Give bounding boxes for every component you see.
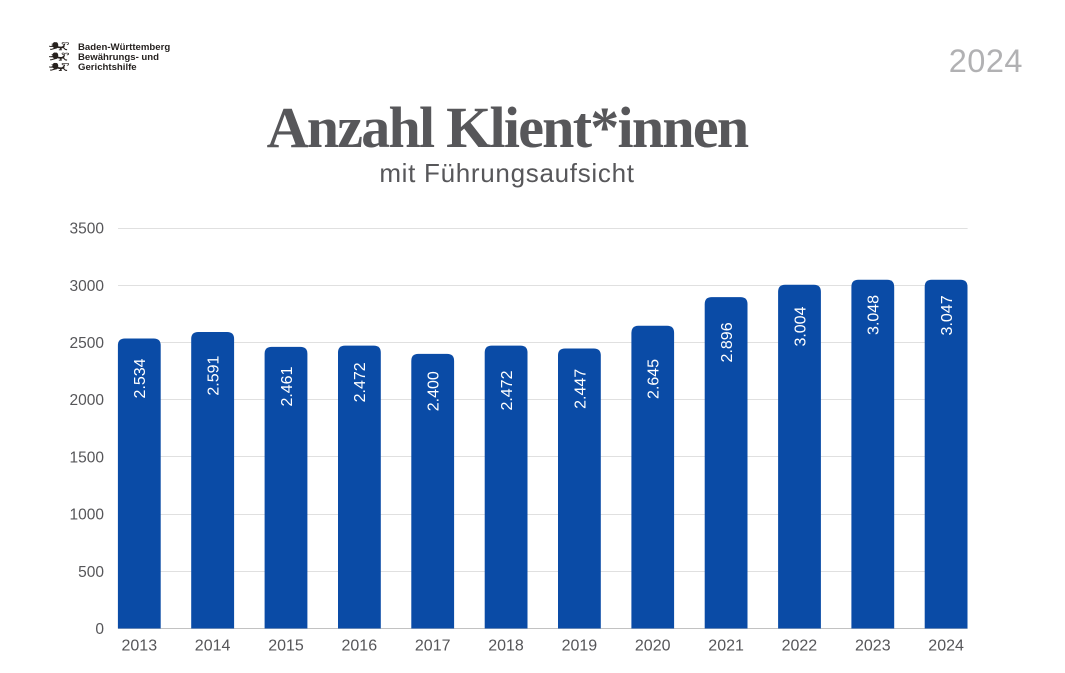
svg-text:3.004: 3.004 [792,306,809,346]
svg-text:3500: 3500 [70,221,105,238]
svg-text:2020: 2020 [635,637,671,654]
svg-text:3000: 3000 [70,278,105,295]
svg-text:2.472: 2.472 [352,362,369,402]
svg-text:2016: 2016 [342,637,378,654]
svg-text:2500: 2500 [70,335,105,352]
svg-text:2.591: 2.591 [206,356,223,396]
svg-text:2015: 2015 [268,637,304,654]
svg-text:2.534: 2.534 [132,358,149,398]
svg-text:2013: 2013 [122,637,158,654]
svg-text:500: 500 [78,564,104,581]
svg-text:2.400: 2.400 [426,371,443,411]
svg-text:2.447: 2.447 [572,369,589,409]
svg-text:2022: 2022 [782,637,818,654]
svg-text:2.896: 2.896 [719,322,736,362]
svg-text:2018: 2018 [488,637,524,654]
svg-text:2019: 2019 [562,637,598,654]
svg-text:1000: 1000 [70,507,105,524]
svg-text:2.645: 2.645 [646,359,663,399]
svg-text:3.048: 3.048 [866,295,883,335]
svg-text:2017: 2017 [415,637,451,654]
svg-text:2.461: 2.461 [279,366,296,406]
svg-text:2000: 2000 [70,392,105,409]
svg-text:2014: 2014 [195,637,231,654]
svg-text:2024: 2024 [928,637,964,654]
svg-text:1500: 1500 [70,449,105,466]
svg-text:2023: 2023 [855,637,891,654]
svg-text:2021: 2021 [708,637,744,654]
svg-text:0: 0 [95,621,104,638]
svg-text:3.047: 3.047 [939,295,956,335]
svg-text:2.472: 2.472 [499,370,516,410]
